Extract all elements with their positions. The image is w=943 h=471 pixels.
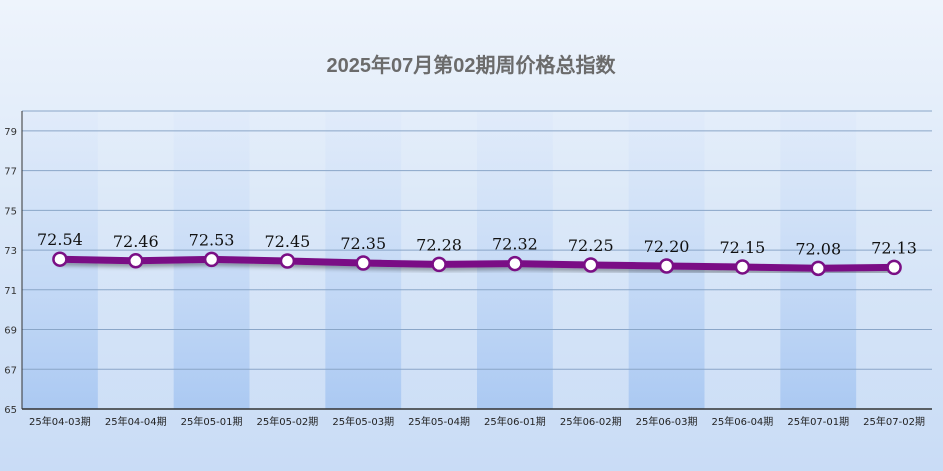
x-tick-label: 25年05-04期 [408, 415, 470, 428]
data-label: 72.25 [568, 236, 614, 255]
data-label: 72.08 [795, 239, 841, 258]
data-point [355, 255, 371, 271]
x-tick-label: 25年05-03期 [332, 415, 394, 428]
y-tick-label: 71 [4, 286, 17, 297]
data-point [128, 253, 144, 269]
y-tick-label: 69 [4, 326, 17, 337]
x-tick-label: 25年07-02期 [863, 415, 925, 428]
x-axis: 25年04-03期 25年04-04期 25年05-01期 25年05-02期 25年0… [29, 415, 925, 428]
chart-title: 2025年07月第02期周价格总指数 [327, 53, 617, 77]
data-label: 72.53 [189, 230, 235, 249]
data-label: 72.35 [340, 234, 386, 253]
y-tick-label: 75 [4, 206, 17, 217]
y-tick-label: 73 [4, 246, 17, 257]
x-tick-label: 25年06-04期 [712, 415, 774, 428]
x-tick-label: 25年07-01期 [787, 415, 849, 428]
x-tick-label: 25年05-02期 [257, 415, 319, 428]
x-tick-label: 25年04-03期 [29, 415, 91, 428]
data-label: 72.20 [644, 237, 690, 256]
y-tick-label: 77 [4, 167, 17, 178]
y-tick-label: 65 [4, 405, 17, 416]
data-point [431, 256, 447, 273]
x-tick-label: 25年05-01期 [181, 415, 243, 428]
data-point [810, 260, 826, 277]
series-line [56, 255, 898, 272]
data-labels: 72.54 72.46 72.53 72.45 72.35 72.28 72.32 72.25… [37, 230, 917, 258]
series-markers [52, 251, 902, 277]
data-point [203, 251, 220, 268]
y-tick-label: 79 [4, 127, 17, 138]
data-label: 72.15 [720, 238, 766, 257]
y-axis: 65 67 69 71 73 75 77 79 [4, 127, 17, 416]
data-label: 72.32 [492, 235, 538, 254]
gridlines [21, 110, 932, 410]
data-point [658, 258, 675, 274]
data-point [52, 251, 68, 267]
data-label: 72.45 [265, 232, 311, 251]
data-point [507, 255, 523, 272]
data-label: 72.13 [871, 238, 917, 257]
data-point [886, 259, 902, 276]
data-point [734, 259, 751, 275]
x-tick-label: 25年04-04期 [105, 415, 167, 428]
data-point [279, 253, 296, 269]
y-tick-label: 67 [4, 365, 17, 376]
data-label: 72.46 [113, 232, 159, 251]
series-line-path [56, 255, 898, 272]
x-tick-label: 25年06-02期 [560, 415, 622, 428]
data-label: 72.28 [416, 235, 462, 254]
x-tick-label: 25年06-01期 [484, 415, 546, 428]
data-point [583, 257, 599, 273]
category-band [780, 111, 857, 409]
data-label: 72.54 [37, 230, 83, 249]
x-tick-label: 25年06-03期 [636, 415, 698, 428]
